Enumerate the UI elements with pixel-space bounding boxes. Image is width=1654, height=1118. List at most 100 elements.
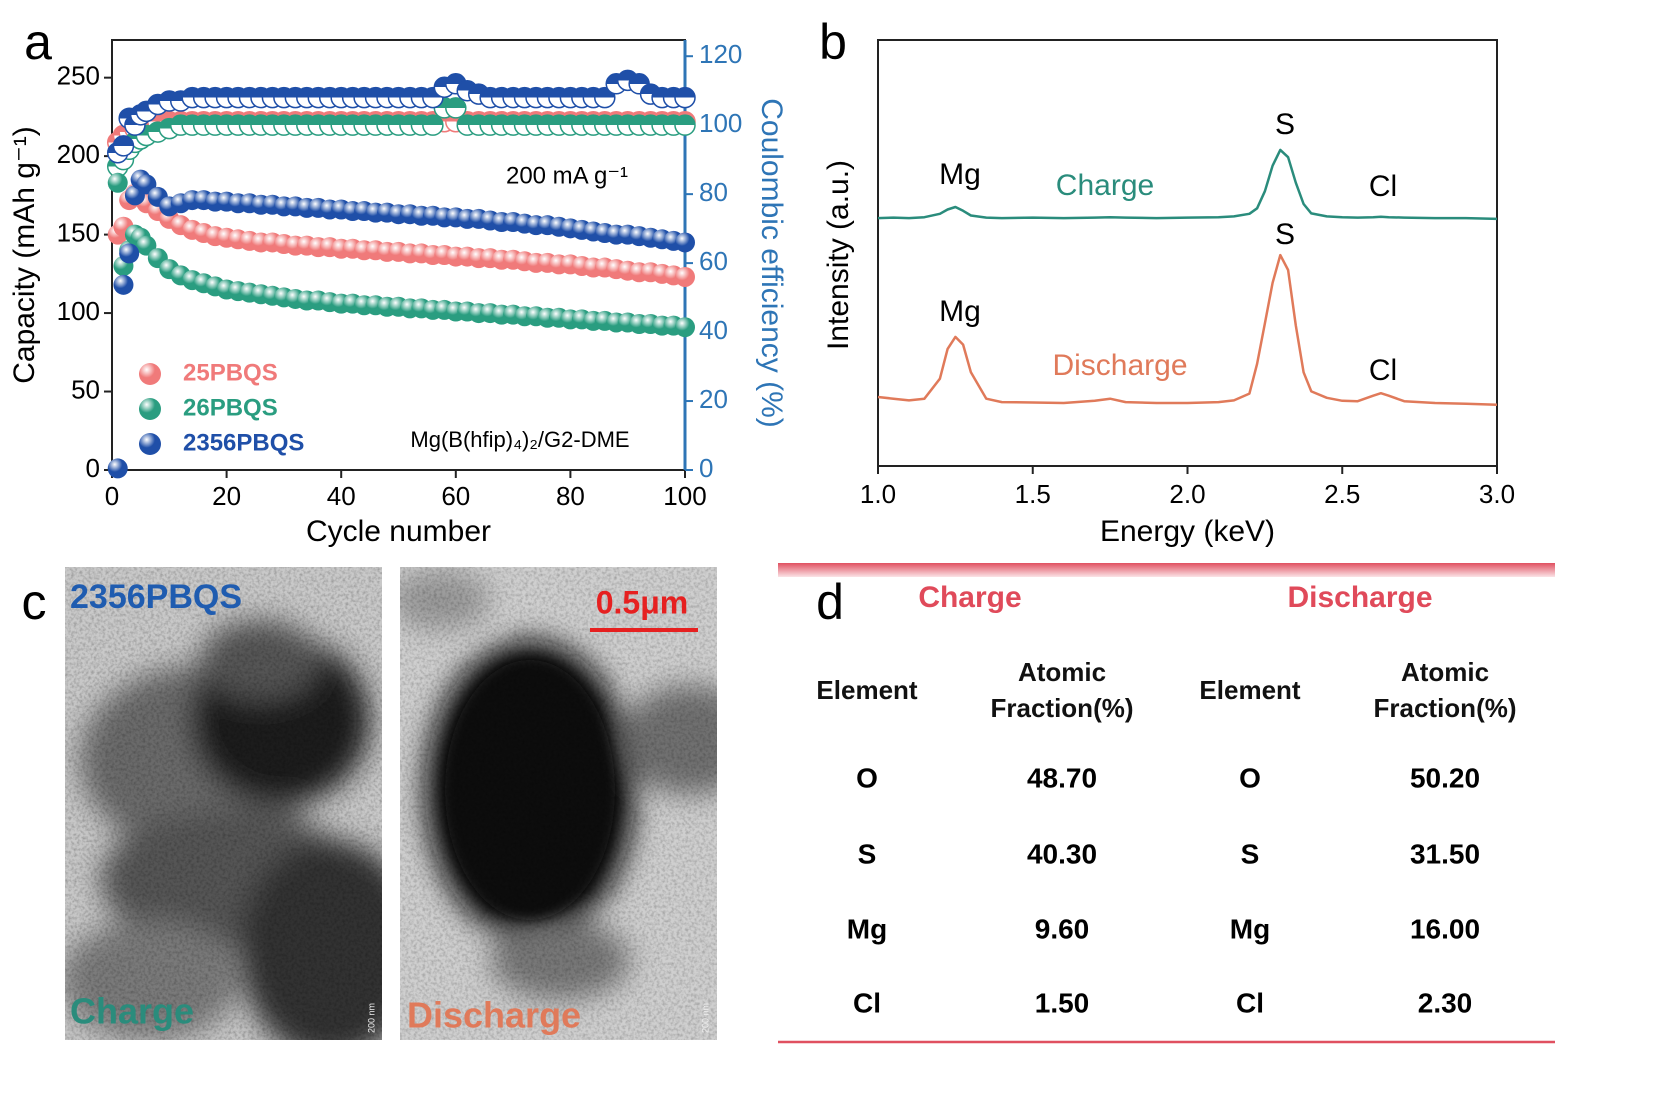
header-cell: Element [816,675,918,705]
image-label: Charge [70,991,194,1032]
peak-label: Mg [939,295,981,328]
tem-image-discharge [400,567,717,1040]
y2-tick-label: 0 [699,453,713,483]
table-cell: O [856,762,878,793]
peak-label: Cl [1369,170,1397,203]
legend-marker [139,363,161,385]
legend-marker [139,433,161,455]
table-cell: 1.50 [1035,987,1090,1018]
capacity-marker [119,243,140,264]
image-label: Discharge [407,995,581,1036]
y2-tick-label: 40 [699,315,728,345]
efficiency-marker [594,86,616,109]
table-cell: Mg [847,913,887,944]
table-cell: 31.50 [1410,838,1480,869]
y-axis-title: Intensity (a.u.) [822,160,855,350]
x-tick-label: 2.5 [1324,479,1360,509]
y-tick-label: 0 [86,453,100,483]
capacity-marker [675,232,695,253]
efficiency-marker [422,114,444,136]
table-cell: Cl [853,987,881,1018]
panel-label: b [819,14,847,70]
table-cell: O [1239,762,1261,793]
table-cell: 48.70 [1027,762,1097,793]
y-tick-label: 150 [57,217,100,247]
series-label: Discharge [1052,349,1187,382]
y-tick-label: 250 [57,61,100,91]
y-axis-title: Capacity (mAh g⁻¹) [8,126,41,384]
table-cell: 40.30 [1027,838,1097,869]
capacity-marker [107,172,128,193]
header-cell: Atomic Fraction(%) [990,657,1134,723]
x-tick-label: 1.5 [1015,479,1051,509]
header-text: Atomic Fraction(%) [990,657,1134,723]
scale-note: 200 nm [366,1003,376,1033]
x-tick-label: 2.0 [1169,479,1205,509]
peak-label: Cl [1369,354,1397,387]
table-cell: Cl [1236,987,1264,1018]
x-tick-label: 40 [327,481,356,511]
x-tick-label: 3.0 [1479,479,1515,509]
group-header: Charge [918,581,1021,614]
y2-tick-label: 20 [699,384,728,414]
x-tick-label: 100 [663,481,706,511]
y2-tick-label: 120 [699,39,742,69]
annotation: 200 mA g⁻¹ [506,162,628,189]
annotation: Mg(B(hfip)₄)₂/G2-DME [410,427,629,452]
efficiency-marker [674,86,696,109]
group-header: Discharge [1287,581,1432,614]
efficiency-marker [112,135,135,157]
legend-label: 25PBQS [183,359,278,386]
image-title: 2356PBQS [70,578,242,616]
x-axis-title: Energy (keV) [1100,515,1275,548]
legend-marker [139,398,161,420]
y-tick-label: 200 [57,139,100,169]
header-cell: Element [1199,675,1301,705]
efficiency-marker [445,97,467,119]
spectrum-line [877,148,1498,221]
panel-label: c [22,574,47,630]
table-cell: 9.60 [1035,913,1090,944]
header-text: Element [816,675,918,705]
legend-label: 2356PBQS [183,429,304,456]
capacity-marker [113,274,134,295]
y2-tick-label: 100 [699,108,742,138]
spectrum-line [877,253,1498,406]
y2-tick-label: 60 [699,246,728,276]
peak-label: Mg [939,158,981,191]
scale-bar-label: 0.5μm [596,584,689,620]
table-cell: 2.30 [1418,987,1473,1018]
table-cell: 50.20 [1410,762,1480,793]
table-cell: S [1241,838,1260,869]
table-cell: S [858,838,877,869]
x-tick-label: 60 [441,481,470,511]
capacity-marker [675,266,695,287]
x-axis-title: Cycle number [306,515,491,548]
capacity-marker [107,458,128,479]
panel-label: d [816,574,844,630]
x-tick-label: 0 [105,481,119,511]
header-text: Element [1199,675,1301,705]
y2-tick-label: 80 [699,177,728,207]
x-tick-label: 80 [556,481,585,511]
peak-label: S [1275,218,1295,251]
legend-label: 26PBQS [183,394,278,421]
panel-label: a [24,14,52,70]
header-text: Atomic Fraction(%) [1373,657,1517,723]
scale-note: 200 nm [700,1003,710,1033]
header-cell: Atomic Fraction(%) [1373,657,1517,723]
x-tick-label: 20 [212,481,241,511]
series-label: Charge [1056,169,1154,202]
y-tick-label: 50 [71,374,100,404]
table-cell: Mg [1230,913,1270,944]
efficiency-marker [674,114,696,136]
capacity-marker [675,317,695,338]
tem-image-charge [65,567,382,1040]
y2-axis-title: Coulombic efficiency (%) [755,98,788,428]
table-cell: 16.00 [1410,913,1480,944]
peak-label: S [1275,108,1295,141]
x-tick-label: 1.0 [860,479,896,509]
y-tick-label: 100 [57,296,100,326]
table-rule [778,563,1555,577]
